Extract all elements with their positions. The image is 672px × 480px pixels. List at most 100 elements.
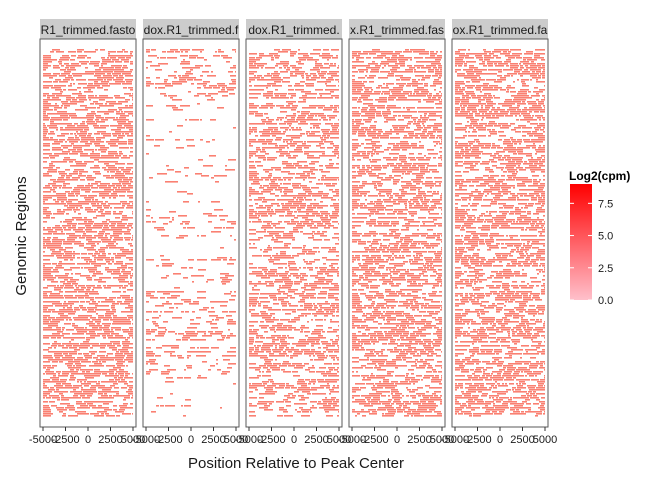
heatmap-tile — [106, 365, 115, 367]
heatmap-tile — [90, 311, 96, 313]
heatmap-tile — [77, 145, 87, 147]
heatmap-tile — [296, 127, 298, 129]
heatmap-tile — [125, 299, 133, 301]
heatmap-tile — [125, 173, 133, 175]
heatmap-tile — [393, 115, 397, 117]
heatmap-tile — [249, 325, 252, 327]
heatmap-tile — [390, 51, 393, 53]
heatmap-tile — [63, 307, 65, 309]
heatmap-tile — [59, 179, 68, 181]
heatmap-tile — [167, 169, 174, 171]
heatmap-tile — [75, 285, 77, 287]
heatmap-tile — [160, 255, 164, 257]
heatmap-tile — [407, 389, 411, 391]
heatmap-tile — [249, 211, 257, 213]
heatmap-tile — [69, 409, 75, 411]
heatmap-tile — [89, 223, 93, 225]
heatmap-tile — [120, 119, 129, 121]
heatmap-tile — [275, 209, 280, 211]
heatmap-tile — [78, 227, 80, 229]
heatmap-tile — [313, 401, 317, 403]
heatmap-tile — [419, 269, 426, 271]
heatmap-tile — [290, 355, 298, 357]
heatmap-tile — [367, 363, 376, 365]
heatmap-tile — [441, 93, 442, 95]
heatmap-tile — [72, 139, 80, 141]
heatmap-tile — [231, 223, 236, 225]
heatmap-tile — [306, 131, 310, 133]
heatmap-tile — [439, 343, 442, 345]
heatmap-tile — [372, 361, 382, 363]
heatmap-tile — [211, 201, 220, 203]
heatmap-tile — [64, 279, 68, 281]
heatmap-tile — [81, 139, 87, 141]
heatmap-tile — [184, 167, 189, 169]
heatmap-tile — [322, 355, 325, 357]
heatmap-tile — [359, 187, 363, 189]
heatmap-tile — [316, 215, 323, 217]
heatmap-tile — [69, 235, 77, 237]
heatmap-tile — [80, 179, 85, 181]
heatmap-tile — [249, 405, 257, 407]
heatmap-tile — [73, 75, 82, 77]
heatmap-tile — [43, 379, 50, 381]
heatmap-tile — [280, 209, 290, 211]
heatmap-tile — [187, 77, 196, 79]
heatmap-tile — [320, 211, 328, 213]
heatmap-tile — [259, 371, 261, 373]
heatmap-tile — [272, 339, 279, 341]
heatmap-tile — [388, 331, 395, 333]
heatmap-tile — [332, 183, 337, 185]
heatmap-tile — [397, 111, 405, 113]
heatmap-tile — [48, 357, 53, 359]
heatmap-tile — [304, 165, 308, 167]
heatmap-tile — [112, 349, 117, 351]
heatmap-tile — [372, 149, 376, 151]
heatmap-tile — [376, 153, 379, 155]
heatmap-tile — [155, 305, 164, 307]
heatmap-tile — [311, 287, 321, 289]
heatmap-tile — [352, 347, 359, 349]
heatmap-tile — [398, 211, 403, 213]
heatmap-tile — [355, 119, 362, 121]
heatmap-tile — [326, 93, 331, 95]
heatmap-tile — [272, 355, 277, 357]
heatmap-tile — [379, 381, 381, 383]
heatmap-tile — [275, 65, 278, 67]
heatmap-tile — [183, 59, 185, 61]
heatmap-tile — [400, 335, 408, 337]
heatmap-tile — [98, 393, 103, 395]
heatmap-tile — [437, 73, 442, 75]
heatmap-tile — [374, 131, 376, 133]
heatmap-tile — [87, 279, 92, 281]
heatmap-tile — [57, 211, 65, 213]
heatmap-tile — [70, 279, 79, 281]
heatmap-tile — [334, 351, 339, 353]
heatmap-tile — [394, 223, 399, 225]
heatmap-tile — [189, 303, 199, 305]
heatmap-tile — [102, 59, 111, 61]
heatmap-tile — [439, 101, 442, 103]
heatmap-tile — [83, 301, 85, 303]
heatmap-tile — [368, 173, 376, 175]
heatmap-tile — [95, 297, 97, 299]
heatmap-tile — [89, 375, 96, 377]
heatmap-tile — [352, 187, 359, 189]
heatmap-tile — [352, 251, 360, 253]
heatmap-tile — [425, 385, 430, 387]
heatmap-tile — [425, 399, 435, 401]
heatmap-tile — [293, 163, 299, 165]
heatmap-tile — [379, 233, 387, 235]
heatmap-tile — [52, 143, 60, 145]
heatmap-tile — [87, 395, 92, 397]
heatmap-tile — [289, 151, 294, 153]
heatmap-tile — [267, 73, 270, 75]
heatmap-tile — [228, 71, 233, 73]
heatmap-tile — [301, 91, 311, 93]
heatmap-tile — [90, 153, 100, 155]
heatmap-tile — [84, 319, 90, 321]
heatmap-tile — [83, 391, 88, 393]
heatmap-tile — [368, 271, 370, 273]
heatmap-tile — [211, 97, 213, 99]
heatmap-tile — [73, 229, 78, 231]
